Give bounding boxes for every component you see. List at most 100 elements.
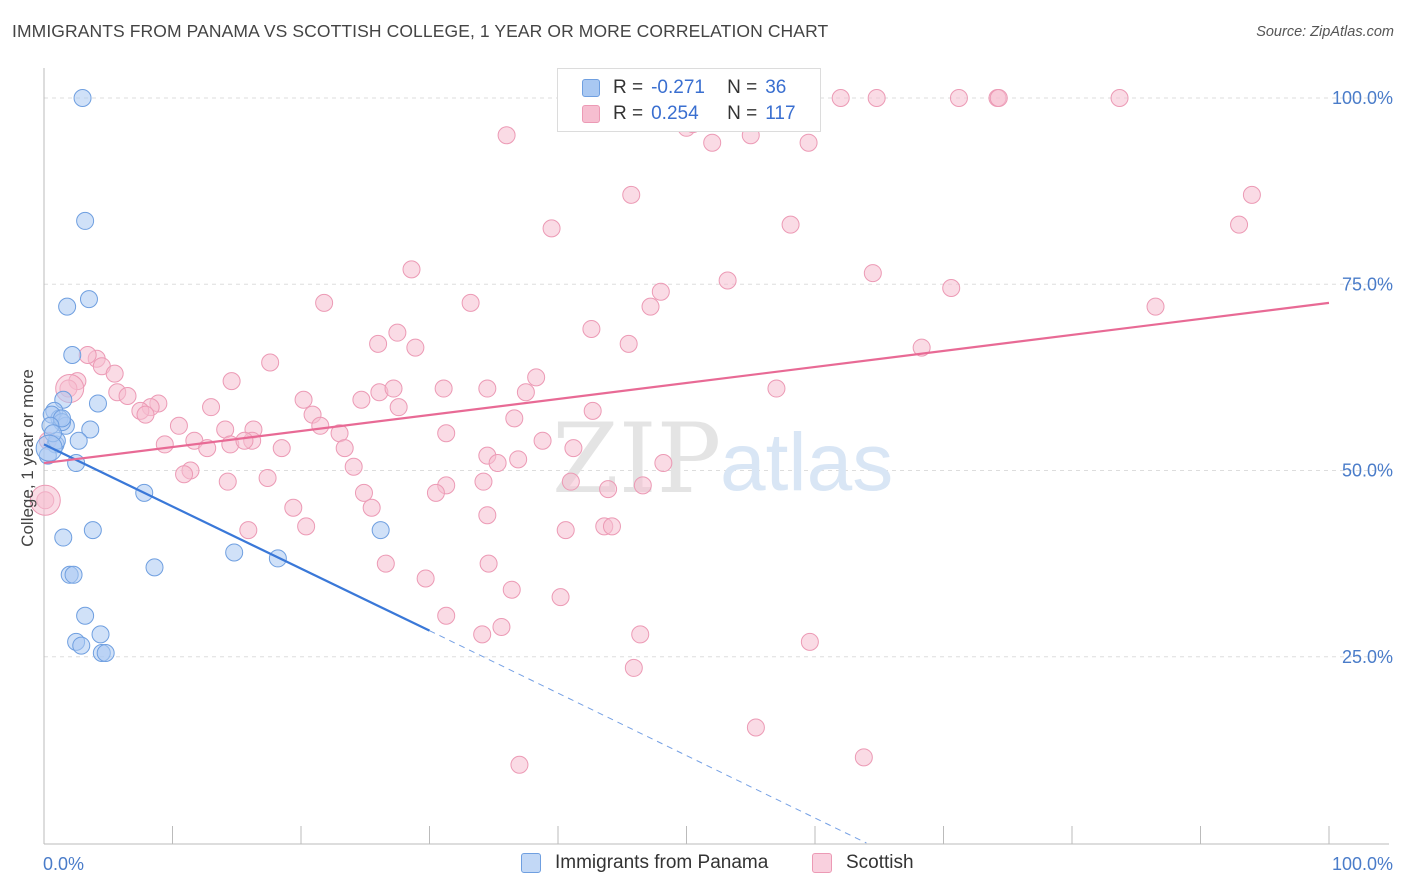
data-point — [91, 625, 110, 644]
data-point — [437, 606, 456, 625]
data-point — [406, 338, 425, 357]
data-point — [509, 450, 528, 469]
data-point — [294, 390, 313, 409]
data-point — [29, 484, 61, 516]
bottom-legend-swatch-scottish — [812, 853, 832, 873]
data-point — [76, 606, 95, 625]
data-point — [88, 394, 107, 413]
data-point — [297, 517, 316, 536]
data-point — [118, 387, 137, 405]
data-point — [73, 89, 92, 107]
data-point — [527, 368, 546, 387]
data-point — [631, 625, 650, 644]
data-point — [624, 658, 643, 677]
data-point — [516, 383, 535, 402]
data-point — [258, 468, 277, 487]
y-axis-label: College, 1 year or more — [18, 369, 37, 547]
panama-points — [35, 89, 390, 663]
data-point — [362, 498, 381, 517]
x-tick-label-max: 100.0% — [1332, 854, 1393, 874]
data-point — [284, 498, 303, 517]
data-point — [641, 297, 660, 316]
data-point — [854, 748, 873, 767]
data-point — [335, 439, 354, 458]
y-tick-label: 75.0% — [1342, 274, 1393, 294]
data-point — [478, 506, 497, 525]
data-point — [599, 480, 618, 499]
data-point — [69, 431, 88, 450]
data-point — [800, 632, 819, 651]
bottom-legend-label-panama: Immigrants from Panama — [555, 852, 769, 873]
data-point — [371, 521, 390, 540]
legend-swatch-panama — [582, 79, 600, 97]
trend-lines — [43, 301, 1330, 844]
bottom-legend-scottish: Scottish — [812, 852, 914, 874]
data-point — [169, 416, 188, 435]
data-point — [389, 398, 408, 417]
data-point — [473, 625, 492, 644]
y-tick-label: 50.0% — [1342, 461, 1393, 481]
legend-n-label: N = — [727, 103, 758, 124]
trend-line-panama-extension — [429, 630, 867, 844]
data-point — [474, 472, 493, 491]
x-tick-label-min: 0.0% — [43, 854, 84, 874]
data-point — [388, 323, 407, 342]
trend-line-scottish — [43, 301, 1330, 465]
data-point — [781, 215, 800, 234]
data-point — [556, 521, 575, 540]
data-point — [72, 636, 91, 655]
data-point — [81, 420, 100, 439]
watermark: ZIP atlas — [552, 403, 893, 515]
data-point — [79, 290, 98, 309]
data-point — [799, 133, 818, 152]
data-point — [83, 521, 102, 540]
data-point — [35, 434, 63, 462]
data-point — [479, 554, 498, 573]
data-point — [155, 435, 174, 454]
data-point — [315, 293, 334, 312]
data-point — [703, 133, 722, 152]
data-point — [376, 554, 395, 573]
data-point — [54, 528, 73, 547]
data-point — [136, 405, 155, 424]
data-point — [384, 379, 403, 398]
data-point — [96, 644, 115, 663]
data-point — [222, 372, 241, 391]
legend-r-value-scottish: 0.254 — [651, 103, 699, 124]
data-point — [831, 89, 850, 107]
data-point — [478, 379, 497, 398]
bottom-legend-label-scottish: Scottish — [846, 852, 914, 873]
data-point — [354, 483, 373, 502]
data-point — [583, 401, 602, 420]
data-point — [492, 617, 511, 636]
data-point — [58, 297, 77, 316]
data-point — [1146, 297, 1165, 316]
data-point — [602, 517, 621, 536]
y-tick-label: 100.0% — [1332, 88, 1393, 108]
data-point — [64, 565, 83, 584]
data-point — [510, 755, 529, 774]
data-point — [746, 718, 765, 737]
legend-row-scottish: R = 0.254 N = 117 — [582, 101, 796, 127]
data-point — [352, 390, 371, 409]
data-point — [633, 476, 652, 495]
y-tick-label: 25.0% — [1342, 647, 1393, 667]
grid-lines — [44, 97, 1389, 658]
legend-r-value-panama: -0.271 — [651, 77, 705, 98]
data-point — [239, 521, 258, 540]
bottom-legend: Immigrants from Panama Scottish — [0, 852, 1406, 878]
data-point — [488, 454, 507, 473]
data-point — [434, 379, 453, 398]
scottish-points — [29, 89, 1261, 774]
data-point — [311, 416, 330, 435]
data-point — [497, 126, 516, 145]
watermark-atlas: atlas — [720, 417, 893, 508]
data-point — [863, 264, 882, 283]
data-point — [63, 346, 82, 365]
data-point — [561, 472, 580, 491]
legend-n-value-panama: 36 — [765, 77, 787, 98]
data-point — [235, 431, 254, 450]
data-point — [619, 334, 638, 353]
chart-title: IMMIGRANTS FROM PANAMA VS SCOTTISH COLLE… — [12, 21, 829, 41]
